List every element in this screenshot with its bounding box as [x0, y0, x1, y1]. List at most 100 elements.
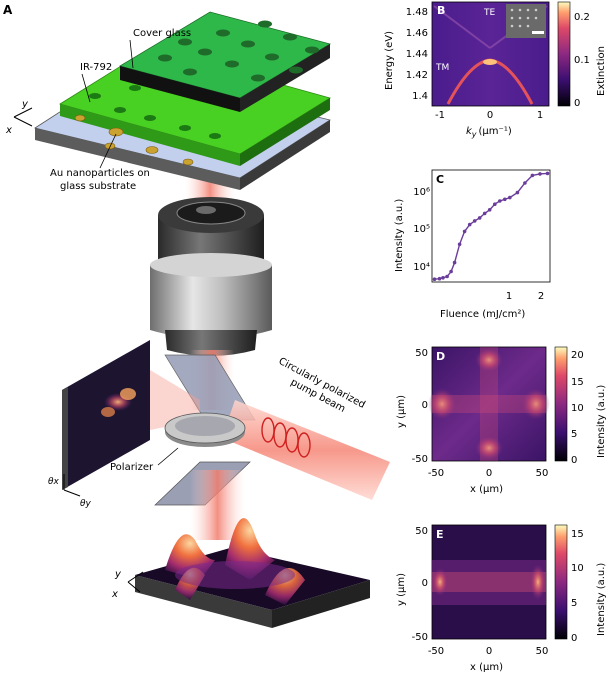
pump-beam	[222, 400, 390, 500]
panel-c-point	[467, 222, 472, 227]
camera-screen	[62, 340, 150, 490]
panel-a-letter: A	[3, 3, 13, 17]
panel-b-colorbar	[557, 1, 571, 107]
panel-b-tm: TM	[435, 63, 449, 73]
panel-e-cbar-ticks: 15 10 5 0	[571, 529, 584, 644]
au-nanoparticles	[74, 114, 194, 166]
panel-e-ytick: 0	[422, 578, 428, 589]
panel-b-xtick: 1	[537, 110, 543, 121]
panel-b-xtick: -1	[435, 110, 445, 121]
panel-d-letter: D	[436, 350, 445, 363]
panel-b-cbar-tick: 0.1	[574, 55, 590, 66]
panel-d-cbar-tick: 10	[571, 403, 584, 414]
label-au-line1: Au nanoparticles on	[50, 168, 150, 179]
panel-c-plot	[431, 169, 551, 283]
panel-c-ytick: 10⁵	[413, 224, 430, 235]
theta-x-label: θx	[48, 477, 60, 487]
panel-c-point	[508, 195, 512, 200]
panel-b-xtick: 0	[487, 110, 493, 121]
panel-c-point	[530, 173, 535, 178]
panel-b-ylabel: Energy (eV)	[384, 31, 395, 90]
panel-c-point	[538, 172, 542, 176]
panel-b-letter: B	[437, 4, 445, 17]
panel-d-cbar-tick: 20	[571, 350, 584, 361]
cover-glass	[118, 11, 332, 112]
panel-c-series	[432, 171, 550, 282]
panel-c-yticks: 10⁶ 10⁵ 10⁴	[413, 187, 430, 273]
cover-glass-dots	[158, 20, 319, 82]
panel-c-point	[515, 190, 520, 195]
panel-e-xticks: -50 0 50	[428, 646, 549, 657]
panel-c-point	[452, 260, 457, 265]
panel-e-xlabel: x (μm)	[470, 662, 503, 673]
axis-y-bottom: y	[114, 569, 122, 580]
panel-c-xtick: 2	[538, 291, 544, 302]
panel-b-yticks: 1.48 1.46 1.44 1.42 1.4	[406, 7, 428, 102]
panel-b-ytick: 1.46	[406, 28, 428, 39]
panel-b-ytick: 1.4	[412, 91, 428, 102]
panel-e-ytick: 50	[415, 526, 428, 537]
ir792-dots	[89, 85, 221, 139]
label-cover-glass: Cover glass	[133, 28, 191, 39]
axis-y-top: y	[21, 99, 29, 110]
panel-c-point	[472, 219, 477, 223]
panel-c-ylabel: Intensity (a.u.)	[394, 199, 405, 272]
panel-d-ylabel: y (μm)	[396, 395, 407, 428]
panel-e-cbar-tick: 0	[571, 633, 577, 644]
panel-c-point	[477, 216, 482, 220]
panel-c-point	[503, 197, 507, 202]
panel-d-ytick: 0	[422, 400, 428, 411]
axis-x-bottom: x	[111, 589, 118, 600]
panel-d-cbar-label: Intensity (a.u.)	[596, 385, 607, 458]
panel-d-xlabel: x (μm)	[470, 484, 503, 495]
panel-e-yticks: 50 0 -50	[412, 526, 428, 643]
panel-e	[431, 524, 547, 640]
panel-c-point	[462, 229, 467, 234]
panel-b	[431, 1, 550, 107]
panel-e-cbar-tick: 5	[571, 598, 577, 609]
panel-b-cbar-tick: 0	[574, 98, 580, 109]
panel-c-xlabel: Fluence (mJ/cm²)	[440, 309, 525, 320]
panel-e-cbar-tick: 15	[571, 529, 584, 540]
panel-c-xticks: 1 2	[506, 291, 544, 302]
panel-c-point	[457, 242, 462, 247]
axis-x-top: x	[5, 125, 12, 136]
panel-d-cbar-tick: 0	[571, 455, 577, 466]
theta-y-label: θy	[80, 499, 92, 509]
axes-screen	[63, 474, 81, 497]
polarization-helix-icon	[261, 417, 311, 458]
panel-b-xticks: -1 0 1	[435, 110, 543, 121]
panel-c-letter: C	[436, 173, 444, 186]
panel-c-point	[482, 211, 487, 216]
panel-b-ytick: 1.42	[406, 70, 428, 81]
panel-c-point	[437, 276, 442, 281]
panel-b-xlabel: ky (μm⁻¹)	[466, 126, 512, 139]
panel-c-xtick: 1	[506, 291, 512, 302]
panel-c-line	[434, 172, 548, 280]
intensity-surface-3d	[135, 518, 370, 628]
polarizer-disc	[164, 412, 246, 447]
label-au-line2: glass substrate	[60, 181, 136, 192]
panel-c-point	[545, 171, 550, 176]
panel-b-xlabel-sub: y	[471, 130, 477, 139]
objective-lens	[150, 197, 272, 356]
panel-d	[428, 346, 550, 462]
panel-e-ytick: -50	[412, 632, 428, 643]
panel-e-colorbar	[554, 524, 568, 640]
panel-c-point	[445, 274, 449, 279]
panel-b-cbar-label: Extinction	[596, 46, 607, 96]
leader-au	[99, 133, 117, 169]
panel-c-point	[498, 199, 502, 203]
panel-c-ytick: 10⁶	[413, 187, 430, 198]
panel-c-point	[441, 276, 445, 280]
panel-e-cbar-tick: 10	[571, 563, 584, 574]
panel-c-point	[523, 181, 527, 185]
panel-e-ylabel: y (μm)	[396, 573, 407, 606]
panel-d-cbar-tick: 5	[571, 429, 577, 440]
label-polarizer: Polarizer	[110, 462, 154, 473]
leader-polarizer	[157, 447, 179, 466]
leader-ir792	[81, 73, 91, 103]
panel-e-letter: E	[436, 528, 444, 541]
panel-b-xlabel-k: k	[466, 126, 473, 137]
panel-c-ytick: 10⁴	[413, 262, 430, 273]
